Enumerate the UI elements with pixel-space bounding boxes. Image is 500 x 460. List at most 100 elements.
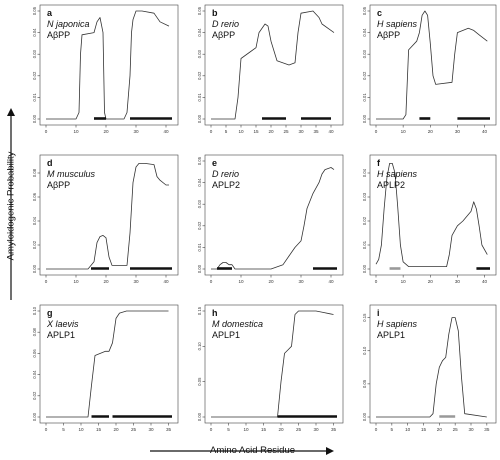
y-tick-label: 0.04	[32, 370, 37, 379]
x-tick-label: 30	[148, 427, 154, 432]
y-tick-label: 0.04	[362, 168, 367, 177]
x-tick-label: 35	[331, 427, 337, 432]
y-tick-label: 0.06	[32, 349, 37, 358]
species-label: D rerio	[212, 19, 239, 29]
y-tick-label: 0.08	[32, 168, 37, 177]
x-tick-label: 30	[455, 279, 461, 284]
y-tick-label: 0.10	[362, 346, 367, 355]
plot-frame	[204, 154, 344, 276]
x-tick-label: 5	[227, 427, 230, 432]
y-tick-label: 0.00	[32, 114, 37, 123]
protein-label: APLP1	[377, 330, 405, 340]
y-tick-label: 0.04	[362, 28, 367, 37]
probability-line	[376, 317, 487, 418]
x-tick-label: 20	[428, 129, 434, 134]
x-axis-label: Amino Acid Residue	[210, 445, 296, 456]
x-tick-label: 30	[468, 427, 474, 432]
species-label: X laevis	[46, 319, 79, 329]
x-tick-label: 40	[328, 129, 334, 134]
y-tick-label: 0.05	[362, 6, 367, 15]
x-tick-label: 20	[278, 427, 284, 432]
panel-letter: g	[47, 308, 53, 318]
panel-h: 0 5 10 15 20 25 30 35 0.00 0.05 0.10 0.15 hM domesti…	[197, 304, 344, 432]
panel-letter: d	[47, 158, 53, 168]
x-tick-label: 30	[133, 279, 139, 284]
y-tick-label: 0.04	[32, 216, 37, 225]
probability-line	[376, 10, 488, 120]
y-tick-label: 0.00	[362, 412, 367, 421]
y-tick-label: 0.03	[197, 199, 202, 208]
y-tick-label: 0.02	[32, 240, 37, 249]
species-label: M domestica	[212, 319, 263, 329]
y-tick-label: 0.04	[197, 28, 202, 37]
panel-letter: b	[212, 8, 218, 18]
y-tick-label: 0.04	[32, 28, 37, 37]
x-tick-label: 25	[453, 427, 459, 432]
x-tick-label: 0	[375, 427, 378, 432]
x-tick-label: 30	[455, 129, 461, 134]
y-tick-label: 0.08	[32, 327, 37, 336]
y-tick-label: 0.01	[32, 93, 37, 102]
x-tick-label: 0	[45, 279, 48, 284]
panel-letter: h	[212, 308, 218, 318]
y-tick-label: 0.03	[362, 49, 367, 58]
y-tick-label: 0.15	[197, 306, 202, 315]
y-tick-label: 0.02	[197, 71, 202, 80]
x-tick-label: 15	[261, 427, 267, 432]
y-tick-label: 0.00	[197, 114, 202, 123]
plot-frame	[369, 4, 497, 126]
x-tick-label: 35	[484, 427, 490, 432]
y-tick-label: 0.00	[197, 412, 202, 421]
species-label: H sapiens	[377, 169, 418, 179]
x-tick-label: 10	[73, 279, 79, 284]
species-label: H sapiens	[377, 19, 418, 29]
y-tick-label: 0.02	[32, 391, 37, 400]
plot-frame	[204, 4, 344, 126]
x-tick-label: 0	[210, 129, 213, 134]
y-tick-label: 0.01	[197, 243, 202, 252]
probability-line	[211, 10, 335, 120]
x-tick-label: 40	[482, 279, 488, 284]
plot-frame	[204, 304, 344, 424]
x-tick-label: 10	[401, 129, 407, 134]
species-label: N japonica	[47, 19, 90, 29]
y-tick-label: 0.05	[197, 156, 202, 165]
y-tick-label: 0.00	[32, 412, 37, 421]
plot-frame	[39, 4, 179, 126]
panel-f: 0 10 20 30 40 0.00 0.01 0.02 0.03 0.04 fH sapiensA…	[362, 154, 497, 284]
x-tick-label: 10	[405, 427, 411, 432]
probability-line	[211, 167, 335, 270]
x-tick-label: 35	[313, 129, 319, 134]
x-tick-label: 40	[163, 279, 169, 284]
x-tick-label: 25	[283, 129, 289, 134]
protein-label: APLP2	[212, 180, 240, 190]
x-tick-label: 5	[225, 129, 228, 134]
y-tick-label: 0.00	[362, 264, 367, 273]
panel-b: 0 5 10 15 20 25 30 35 40 0.00 0.01 0.02 0.03 0.04 0.05…	[197, 4, 344, 134]
protein-label: AβPP	[47, 30, 70, 40]
plot-frame	[369, 154, 497, 276]
probability-line	[46, 162, 169, 270]
y-tick-label: 0.00	[197, 264, 202, 273]
panel-letter: e	[212, 158, 217, 168]
x-tick-label: 0	[375, 279, 378, 284]
x-tick-label: 30	[133, 129, 139, 134]
x-tick-label: 40	[328, 279, 334, 284]
x-tick-label: 20	[437, 427, 443, 432]
x-tick-label: 30	[298, 129, 304, 134]
panel-e: 0 10 20 30 40 0.00 0.01 0.02 0.03 0.04 0.05 eD reri…	[197, 154, 344, 284]
y-tick-label: 0.05	[197, 6, 202, 15]
x-tick-label: 0	[375, 129, 378, 134]
y-tick-label: 0.05	[32, 6, 37, 15]
x-tick-label: 10	[243, 427, 249, 432]
panel-i: 0 5 10 15 20 25 30 35 0.00 0.05 0.10 0.15 iH sapiens…	[362, 304, 497, 432]
x-tick-label: 10	[238, 279, 244, 284]
x-tick-label: 20	[103, 279, 109, 284]
probability-line	[211, 310, 334, 418]
x-tick-label: 10	[78, 427, 84, 432]
x-tick-label: 40	[482, 129, 488, 134]
x-tick-label: 10	[238, 129, 244, 134]
x-tick-label: 35	[166, 427, 172, 432]
x-tick-label: 0	[210, 427, 213, 432]
